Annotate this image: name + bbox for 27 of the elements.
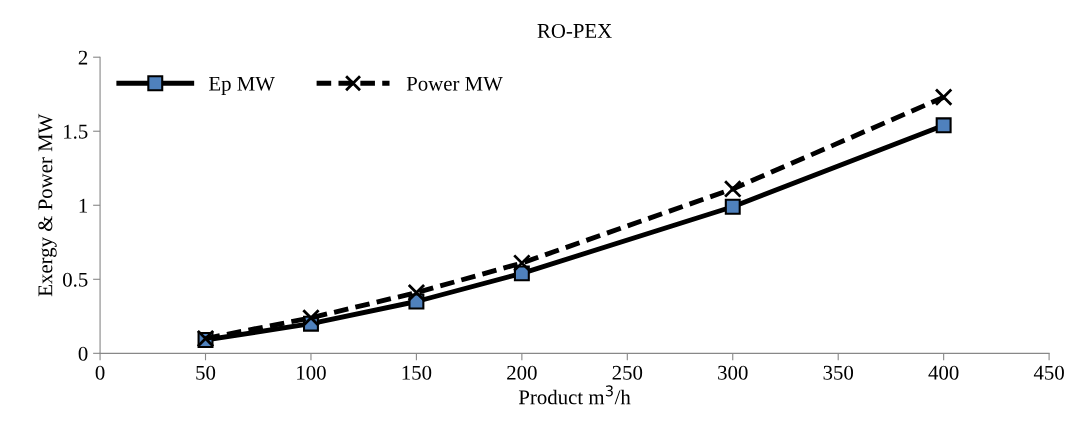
y-tick-label: 1.5	[64, 124, 88, 139]
legend-label: Power MW	[406, 76, 503, 91]
point	[407, 283, 426, 302]
y-tick-label: 2	[78, 50, 88, 65]
point	[301, 308, 320, 327]
x-tick-label: 0	[95, 365, 105, 380]
x-tick-label: 350	[823, 365, 854, 380]
y-axis-title: Exergy & Power MW	[38, 113, 57, 297]
y-tick-label: 0.5	[63, 272, 88, 287]
x-tick-label: 300	[718, 365, 748, 380]
point	[512, 253, 531, 273]
point	[934, 88, 953, 107]
x-tick-label: 100	[297, 365, 326, 380]
point	[724, 198, 741, 215]
x-tick-label: 50	[196, 365, 216, 380]
legend-label: Ep MW	[209, 76, 275, 95]
point	[723, 179, 742, 198]
x-tick-label: 400	[928, 365, 959, 380]
point	[935, 117, 952, 134]
x-tick-label: 250	[612, 365, 643, 380]
x-axis-title: Product m$^{3}$/h	[518, 385, 631, 405]
x-tick-label: 200	[507, 365, 537, 380]
x-tick-label: 150	[402, 365, 432, 380]
y-tick-label: 0	[78, 346, 88, 361]
y-tick-label: 1	[79, 198, 88, 213]
chart-title: RO-PEX	[537, 23, 612, 38]
x-tick-label: 450	[1033, 365, 1064, 380]
